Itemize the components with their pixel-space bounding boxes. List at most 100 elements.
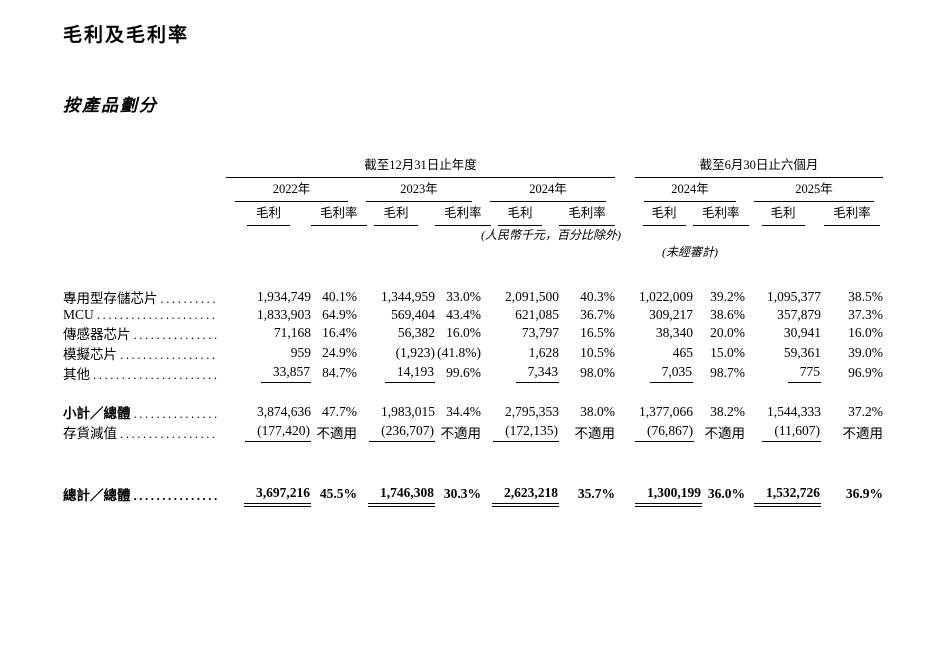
cell-profit: (76,867) bbox=[635, 422, 695, 442]
cell-profit: 1,628 bbox=[528, 345, 559, 360]
cell-profit: 1,095,377 bbox=[767, 289, 822, 304]
cell-margin: 不適用 bbox=[574, 426, 616, 441]
cell-profit: 959 bbox=[290, 345, 311, 360]
cell-margin: 39.2% bbox=[710, 289, 746, 304]
cell-margin: 34.4% bbox=[446, 404, 481, 419]
table-row-others: 其他 33,857 84.7% 14,193 99.6% 7,343 98.0%… bbox=[63, 363, 883, 383]
cell-profit: 2,623,218 bbox=[481, 442, 559, 507]
cell-margin: 16.0% bbox=[848, 325, 884, 340]
cell-profit: 621,085 bbox=[515, 307, 559, 322]
cell-margin: 15.0% bbox=[710, 345, 746, 360]
cell-margin: 40.1% bbox=[322, 289, 357, 304]
group-header-row: 截至12月31日止年度 截至6月30日止六個月 bbox=[63, 154, 884, 178]
col-header-margin: 毛利率 bbox=[435, 202, 491, 226]
leader-dots bbox=[161, 291, 219, 305]
table-row-analog-chips: 模擬芯片 959 24.9% (1,923) (41.8%) 1,628 10.… bbox=[63, 343, 883, 363]
year-header-2022: 2022年 bbox=[226, 178, 357, 202]
col-header-profit: 毛利 bbox=[635, 202, 693, 226]
col-header-profit: 毛利 bbox=[745, 202, 821, 226]
cell-margin: 20.0% bbox=[710, 325, 746, 340]
cell-profit: 38,340 bbox=[655, 325, 694, 340]
cell-margin: 35.7% bbox=[577, 486, 616, 501]
cell-margin: 30.3% bbox=[443, 486, 481, 501]
table-row-sensor-chips: 傳感器芯片 71,168 16.4% 56,382 16.0% 73,797 1… bbox=[63, 323, 883, 343]
units-note-row: (人民幣千元，百分比除外) bbox=[63, 226, 883, 243]
cell-margin: 38.6% bbox=[710, 307, 746, 322]
cell-profit: 1,300,199 bbox=[635, 442, 703, 507]
group-spacer bbox=[615, 154, 635, 178]
col-header-profit: 毛利 bbox=[226, 202, 311, 226]
cell-profit: 1,934,749 bbox=[257, 289, 311, 304]
cell-margin: 36.0% bbox=[707, 486, 746, 501]
cell-margin: 38.5% bbox=[848, 289, 884, 304]
cell-margin: 39.0% bbox=[848, 345, 884, 360]
page-title: 毛利及毛利率 bbox=[63, 25, 190, 46]
cell-profit: 56,382 bbox=[397, 325, 435, 340]
cell-profit: 30,941 bbox=[783, 325, 822, 340]
cell-profit: (172,135) bbox=[481, 422, 559, 442]
cell-profit: (1,923) bbox=[395, 345, 435, 360]
cell-profit: 1,746,308 bbox=[357, 442, 435, 507]
leader-dots bbox=[120, 347, 218, 361]
currency-units-note: (人民幣千元，百分比除外) bbox=[481, 228, 621, 242]
cell-margin: 16.5% bbox=[580, 325, 616, 340]
leader-dots bbox=[93, 367, 218, 381]
leader-dots bbox=[134, 327, 219, 341]
cell-margin: 64.9% bbox=[322, 307, 357, 322]
cell-profit: 71,168 bbox=[273, 325, 311, 340]
cell-profit: 33,857 bbox=[226, 363, 311, 383]
cell-margin: 36.7% bbox=[580, 307, 616, 322]
col-header-profit: 毛利 bbox=[481, 202, 559, 226]
row-label: 小計／總體 bbox=[63, 406, 131, 421]
group-header-annual: 截至12月31日止年度 bbox=[226, 154, 616, 178]
cell-profit: 1,544,333 bbox=[767, 404, 822, 419]
cell-margin: 37.3% bbox=[848, 307, 884, 322]
cell-margin: 98.7% bbox=[710, 365, 746, 380]
cell-profit: 2,795,353 bbox=[505, 404, 559, 419]
cell-margin: 47.7% bbox=[322, 404, 357, 419]
cell-profit: 1,532,726 bbox=[745, 442, 822, 507]
group-header-interim: 截至6月30日止六個月 bbox=[635, 154, 884, 178]
unaudited-note-row: (未經審計) bbox=[63, 243, 883, 260]
cell-margin: 37.2% bbox=[848, 404, 884, 419]
leader-dots bbox=[97, 307, 218, 321]
cell-margin: 99.6% bbox=[446, 365, 481, 380]
row-label: MCU bbox=[63, 307, 94, 322]
cell-margin: 38.2% bbox=[710, 404, 746, 419]
col-header-margin: 毛利率 bbox=[693, 202, 749, 226]
cell-profit: (236,707) bbox=[357, 422, 435, 442]
table-row-mcu: MCU 1,833,903 64.9% 569,404 43.4% 621,08… bbox=[63, 307, 883, 323]
cell-margin: 24.9% bbox=[322, 345, 357, 360]
section-subtitle: 按產品劃分 bbox=[63, 96, 158, 115]
cell-profit: 14,193 bbox=[357, 363, 435, 383]
leader-dots bbox=[120, 426, 218, 440]
cell-profit: 309,217 bbox=[649, 307, 694, 322]
year-header-2025-interim: 2025年 bbox=[745, 178, 883, 202]
cell-margin: 43.4% bbox=[446, 307, 481, 322]
row-label: 傳感器芯片 bbox=[63, 327, 131, 342]
cell-profit: (177,420) bbox=[226, 422, 311, 442]
cell-profit: 465 bbox=[672, 345, 694, 360]
subcolumn-header-row: 毛利 毛利率 毛利 毛利率 毛利 毛利率 毛利 毛利率 毛利 毛利率 bbox=[63, 202, 883, 226]
row-label: 模擬芯片 bbox=[63, 347, 117, 362]
table-row-total: 總計／總體 3,697,216 45.5% 1,746,308 30.3% 2,… bbox=[63, 442, 883, 507]
table-row-subtotal: 小計／總體 3,874,636 47.7% 1,983,015 34.4% 2,… bbox=[63, 383, 883, 422]
col-header-profit: 毛利 bbox=[357, 202, 435, 226]
cell-profit: 2,091,500 bbox=[505, 289, 559, 304]
row-label: 總計／總體 bbox=[63, 488, 131, 503]
year-header-2024: 2024年 bbox=[481, 178, 615, 202]
cell-margin: (41.8%) bbox=[437, 345, 481, 360]
cell-margin: 96.9% bbox=[848, 365, 884, 380]
cell-profit: 1,377,066 bbox=[639, 404, 694, 419]
cell-margin: 不適用 bbox=[704, 426, 746, 441]
cell-profit: 569,404 bbox=[391, 307, 435, 322]
col-header-margin: 毛利率 bbox=[821, 202, 883, 226]
cell-profit: 7,343 bbox=[481, 363, 559, 383]
cell-profit: 73,797 bbox=[521, 325, 559, 340]
cell-margin: 98.0% bbox=[580, 365, 616, 380]
cell-profit: 1,983,015 bbox=[381, 404, 435, 419]
gross-profit-table: 截至12月31日止年度 截至6月30日止六個月 2022年 2023年 2024… bbox=[63, 154, 884, 507]
table-row-memory-chips: 專用型存儲芯片 1,934,749 40.1% 1,344,959 33.0% … bbox=[63, 260, 883, 307]
cell-profit: 7,035 bbox=[635, 363, 694, 383]
cell-margin: 不適用 bbox=[316, 426, 358, 441]
